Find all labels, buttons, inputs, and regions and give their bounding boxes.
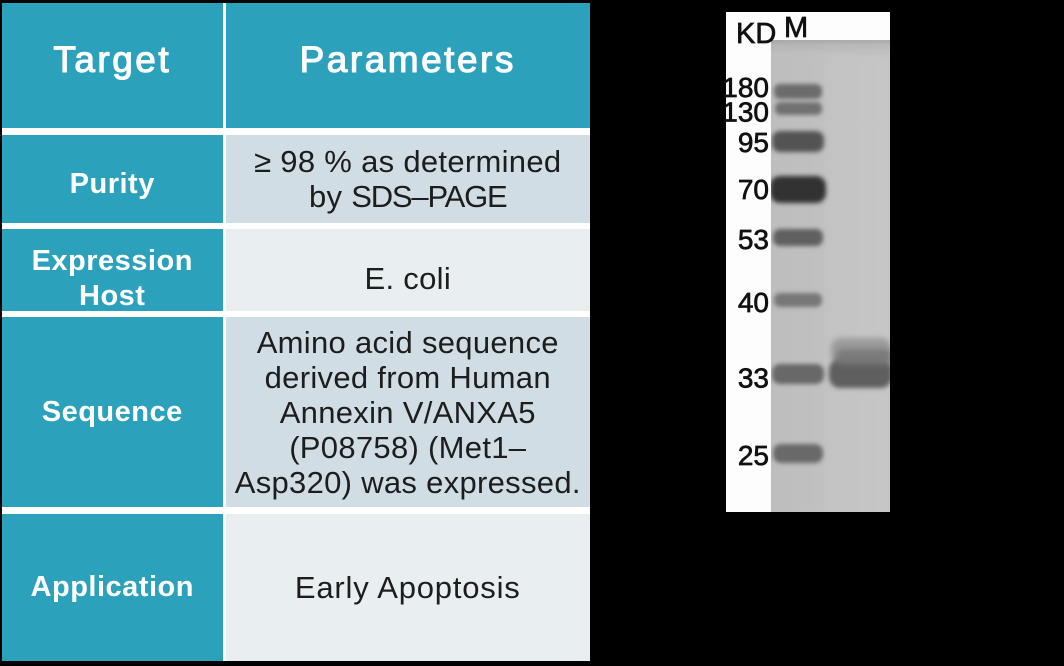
svg-text:40: 40	[738, 287, 769, 318]
svg-text:95: 95	[738, 127, 769, 158]
svg-text:130: 130	[722, 97, 769, 128]
svg-text:25: 25	[738, 440, 769, 471]
svg-text:53: 53	[738, 224, 769, 255]
svg-text:180: 180	[722, 72, 769, 103]
svg-text:M: M	[784, 12, 808, 44]
svg-text:KD: KD	[736, 18, 776, 50]
svg-text:33: 33	[738, 363, 769, 394]
svg-text:70: 70	[738, 174, 769, 205]
